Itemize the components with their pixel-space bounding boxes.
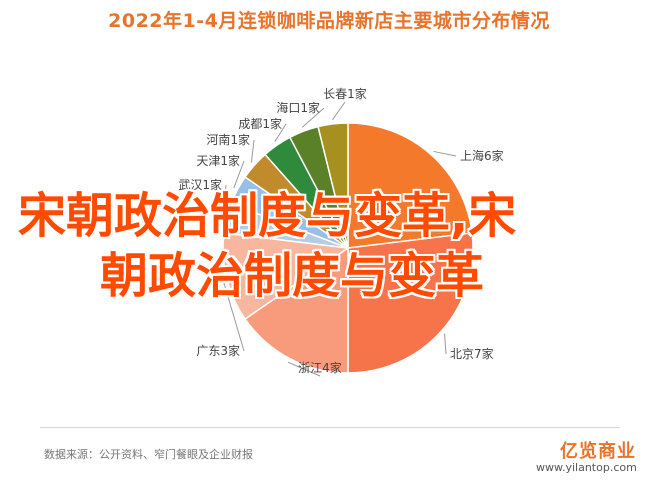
chart-title: 2022年1-4月连锁咖啡品牌新店主要城市分布情况 xyxy=(108,10,550,32)
slice-label: 上海6家 xyxy=(460,148,504,163)
slice-label: 北京7家 xyxy=(450,346,494,361)
overlay-line-2: 朝政治制度与变革 xyxy=(100,248,485,304)
footer-divider xyxy=(40,427,620,428)
slice-label: 广东3家 xyxy=(196,343,240,358)
slice-label: 海口1家 xyxy=(276,100,320,115)
slice-label: 河南1家 xyxy=(206,132,250,147)
leader-line xyxy=(250,139,255,163)
leader-line xyxy=(222,184,227,218)
watermark-overlay-text: 宋朝政治制度与变革,宋 朝政治制度与变革 xyxy=(18,186,658,306)
pie-slice xyxy=(347,122,473,249)
leader-line xyxy=(301,107,325,128)
slice-label: 天津1家 xyxy=(196,153,240,168)
leader-line xyxy=(287,361,321,377)
data-source-note: 数据来源：公开资料、窄门餐眼及企业财报 xyxy=(44,448,253,461)
pie-slice xyxy=(317,122,349,249)
slice-label: 浙江4家 xyxy=(298,360,342,375)
leader-line xyxy=(444,333,447,355)
slice-label: 武汉1家 xyxy=(178,177,222,192)
pie-slice xyxy=(222,232,351,321)
brand-logo: 亿览商业 xyxy=(560,441,636,462)
pie-slice xyxy=(244,246,349,374)
pie-slice xyxy=(347,232,474,374)
leader-line xyxy=(222,278,245,352)
leader-line xyxy=(433,150,457,157)
brand-url: www.yilantop.com xyxy=(536,461,637,474)
pie-slices xyxy=(222,122,474,374)
slice-label: 成都1家 xyxy=(238,116,282,131)
leader-line xyxy=(274,123,287,143)
leader-line xyxy=(332,101,346,121)
slice-label: 长春1家 xyxy=(323,86,367,101)
overlay-line-1: 宋朝政治制度与变革,宋 xyxy=(18,188,517,244)
leader-line xyxy=(233,160,245,189)
